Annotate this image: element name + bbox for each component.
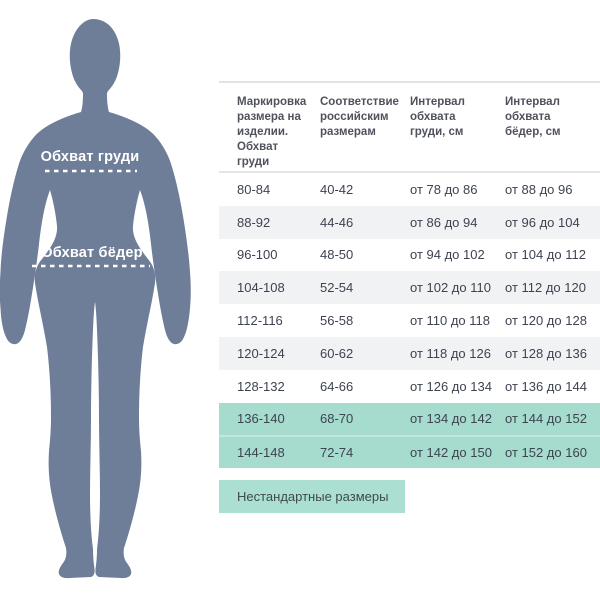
size-marking-cell: 120-124	[237, 345, 285, 361]
chest-interval-cell: от 78 до 86	[410, 181, 478, 197]
chest-interval-cell: от 110 до 118	[410, 313, 490, 329]
hips-interval-cell: от 96 до 104	[505, 214, 580, 230]
size-marking-cell: 144-148	[237, 445, 285, 461]
russian-size-cell: 56-58	[320, 313, 354, 329]
table-row: 96-100 48-50 от 94 до 102 от 104 до 112	[219, 238, 600, 272]
table-row-highlighted: 136-140 68-70 от 134 до 142 от 144 до 15…	[219, 402, 600, 436]
hips-interval-cell: от 136 до 144	[505, 378, 587, 394]
russian-size-cell: 72-74	[320, 445, 354, 461]
size-marking-cell: 80-84	[237, 181, 271, 197]
hips-interval-cell: от 88 до 96	[505, 181, 573, 197]
hips-interval-cell: от 144 до 152	[505, 411, 587, 427]
hips-interval-cell: от 152 до 160	[505, 445, 587, 461]
size-table-rows: 80-84 40-42 от 78 до 86 от 88 до 96 88-9…	[219, 173, 600, 469]
table-row: 112-116 56-58 от 110 до 118 от 120 до 12…	[219, 304, 600, 337]
hips-interval-cell: от 104 до 112	[505, 247, 586, 263]
column-header-hips-interval: Интервал обхвата бёдер, см	[505, 96, 561, 138]
column-header-marking: Маркировка размера на изделии. Обхват гр…	[237, 96, 307, 168]
female-silhouette-icon	[0, 19, 191, 579]
chest-girth-label: Обхват груди	[40, 149, 140, 165]
size-marking-cell: 104-108	[237, 280, 285, 296]
hips-interval-cell: от 120 до 128	[505, 313, 587, 329]
body-measurement-figure: Обхват груди Обхват бёдер	[0, 0, 200, 600]
size-marking-cell: 88-92	[237, 214, 271, 230]
nonstandard-sizes-legend[interactable]: Нестандартные размеры	[219, 480, 405, 513]
chest-interval-cell: от 102 до 110	[410, 280, 491, 296]
size-table: Маркировка размера на изделии. Обхват гр…	[219, 81, 600, 469]
hips-interval-cell: от 112 до 120	[505, 280, 586, 296]
chest-interval-cell: от 126 до 134	[410, 378, 492, 394]
size-table-header: Маркировка размера на изделии. Обхват гр…	[219, 81, 600, 173]
hips-interval-cell: от 128 до 136	[505, 345, 587, 361]
size-marking-cell: 128-132	[237, 378, 285, 394]
table-row-highlighted: 144-148 72-74 от 142 до 150 от 152 до 16…	[219, 435, 600, 469]
size-marking-cell: 112-116	[237, 313, 283, 329]
size-marking-cell: 136-140	[237, 411, 285, 427]
table-row: 120-124 60-62 от 118 до 126 от 128 до 13…	[219, 336, 600, 370]
table-row: 88-92 44-46 от 86 до 94 от 96 до 104	[219, 205, 600, 239]
chest-interval-cell: от 134 до 142	[410, 411, 492, 427]
table-row: 128-132 64-66 от 126 до 134 от 136 до 14…	[219, 369, 600, 403]
russian-size-cell: 52-54	[320, 280, 354, 296]
nonstandard-sizes-label: Нестандартные размеры	[237, 489, 389, 504]
hips-girth-label: Обхват бёдер	[41, 245, 143, 261]
russian-size-cell: 48-50	[320, 247, 354, 263]
chest-interval-cell: от 94 до 102	[410, 247, 485, 263]
table-row: 80-84 40-42 от 78 до 86 от 88 до 96	[219, 173, 600, 206]
size-marking-cell: 96-100	[237, 247, 278, 263]
chest-interval-cell: от 118 до 126	[410, 345, 491, 361]
table-row: 104-108 52-54 от 102 до 110 от 112 до 12…	[219, 271, 600, 305]
russian-size-cell: 40-42	[320, 181, 354, 197]
column-header-chest-interval: Интервал обхвата груди, см	[410, 96, 465, 138]
chest-interval-cell: от 142 до 150	[410, 445, 492, 461]
column-header-russian-size: Соответствие российским размерам	[320, 96, 399, 138]
russian-size-cell: 44-46	[320, 214, 354, 230]
russian-size-cell: 60-62	[320, 345, 354, 361]
russian-size-cell: 68-70	[320, 411, 354, 427]
chest-interval-cell: от 86 до 94	[410, 214, 478, 230]
russian-size-cell: 64-66	[320, 378, 354, 394]
